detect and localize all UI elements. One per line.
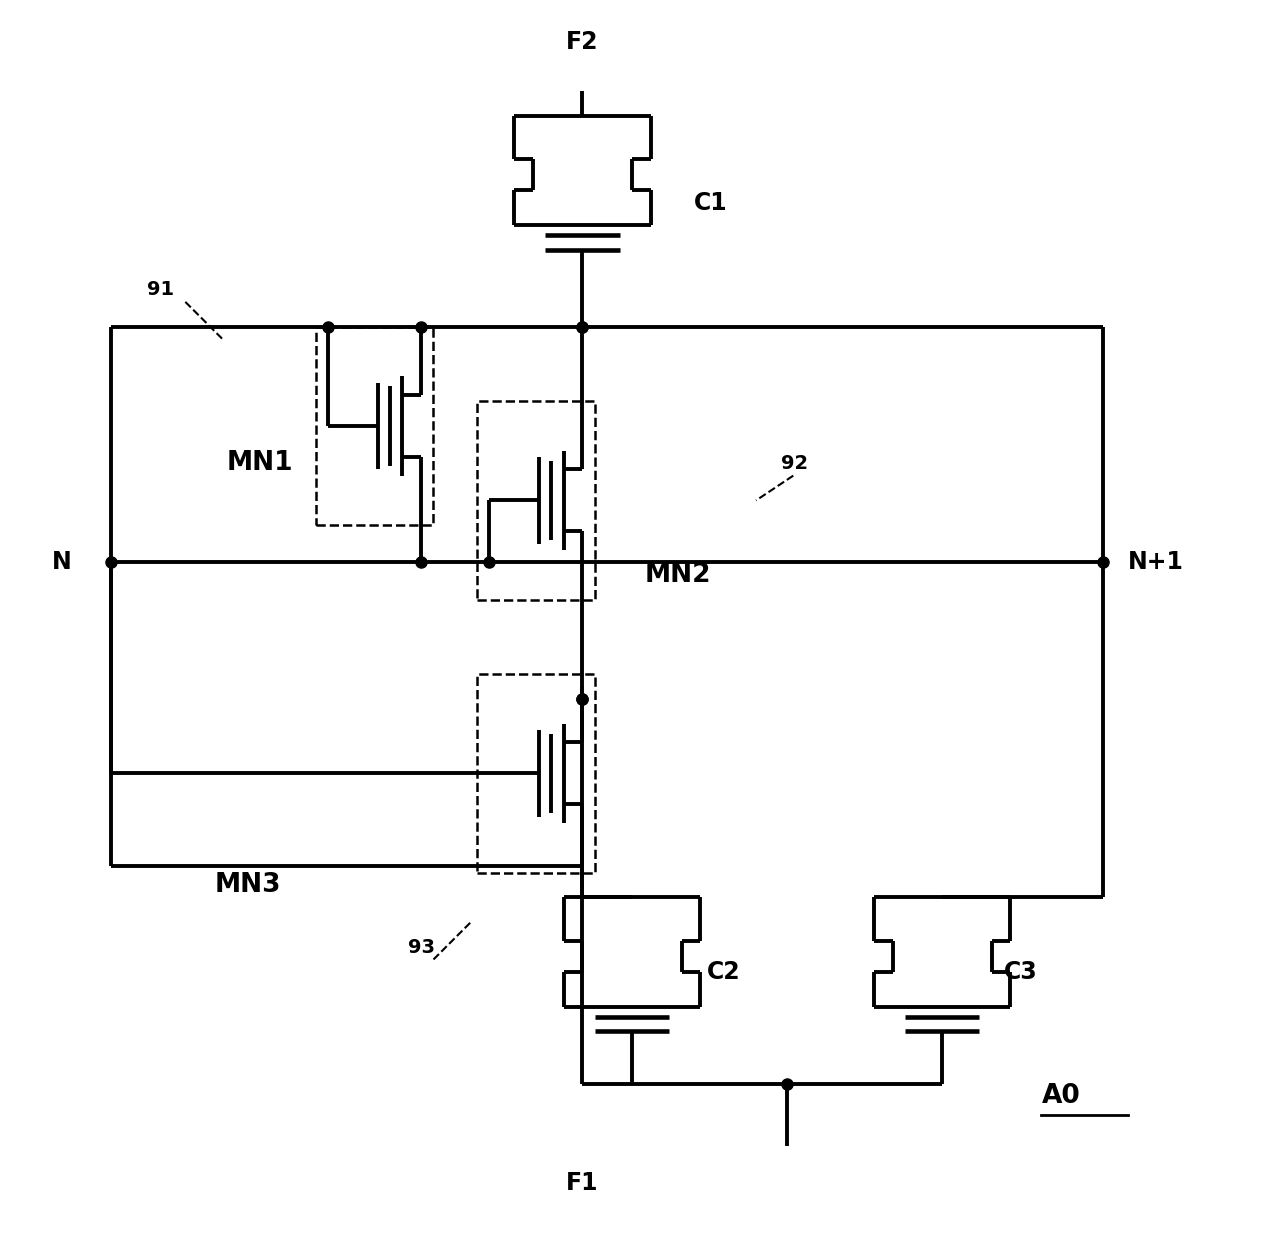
Text: F1: F1: [566, 1170, 599, 1195]
Text: MN2: MN2: [645, 562, 710, 588]
Bar: [316, 327, 434, 526]
Text: MN1: MN1: [226, 450, 293, 476]
Text: C2: C2: [707, 960, 739, 984]
Text: 92: 92: [781, 453, 808, 472]
Text: N: N: [52, 551, 71, 575]
Text: C3: C3: [1004, 960, 1038, 984]
Bar: [477, 674, 595, 873]
Text: MN3: MN3: [214, 872, 281, 898]
Text: C1: C1: [694, 191, 728, 215]
Bar: [477, 401, 595, 600]
Text: 91: 91: [147, 280, 174, 299]
Text: N+1: N+1: [1129, 551, 1184, 575]
Text: F2: F2: [566, 30, 599, 54]
Text: 93: 93: [407, 938, 435, 957]
Text: A0: A0: [1042, 1083, 1081, 1109]
